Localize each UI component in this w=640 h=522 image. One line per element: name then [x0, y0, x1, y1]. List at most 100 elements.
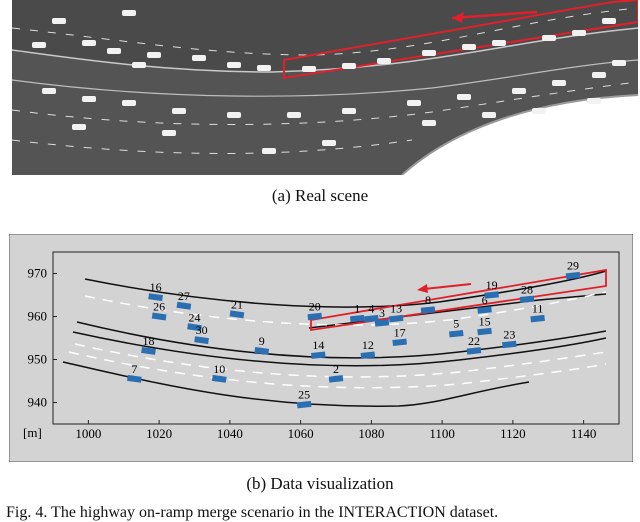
scene-car: [147, 52, 161, 58]
vehicle-marker: [388, 314, 404, 323]
scene-car: [457, 94, 471, 100]
vehicle-marker: [349, 314, 365, 323]
scene-car: [72, 124, 86, 130]
scene-car: [162, 130, 176, 136]
scene-car: [342, 108, 356, 114]
vehicle-id-label: 27: [178, 289, 190, 303]
scene-car: [132, 62, 146, 68]
road-boundary-median-top: [76, 321, 607, 359]
vehicle-id-label: 4: [368, 302, 374, 316]
caption-data-visualization: (b) Data visualization: [246, 474, 394, 493]
x-axis-unit-label: [m]: [23, 425, 42, 440]
vehicle-id-label: 12: [362, 338, 374, 352]
vehicle-marker: [374, 319, 390, 327]
x-tick-label: 1000: [75, 426, 101, 441]
road-boundary-top: [84, 270, 607, 308]
scene-car: [462, 44, 476, 50]
lane-line: [84, 291, 607, 326]
real-scene-aerial-image: [12, 0, 638, 175]
vehicle-marker: [194, 336, 209, 345]
x-tick-label: 1020: [146, 426, 172, 441]
vehicle-id-label: 23: [503, 327, 515, 341]
vehicle-id-label: 11: [532, 302, 544, 316]
vehicle-id-label: 10: [213, 362, 225, 376]
x-tick-label: 1120: [500, 426, 526, 441]
scene-car: [172, 108, 186, 114]
vehicle-id-label: 18: [143, 334, 155, 348]
scene-car: [82, 96, 96, 102]
vehicle-marker: [307, 312, 323, 321]
vehicle-id-label: 13: [390, 302, 402, 316]
scene-car: [122, 100, 136, 106]
scene-vehicles: [32, 10, 626, 154]
x-tick-label: 1140: [571, 426, 597, 441]
vehicle-id-label: 1: [354, 302, 360, 316]
scene-car: [257, 65, 271, 71]
vehicle-id-label: 16: [150, 280, 162, 294]
axis-ticks: 1000 1020 1040 1060 1080 1100 1120 114097096095…: [28, 266, 597, 442]
vehicle-id-label: 6: [482, 293, 488, 307]
lane-line: [68, 351, 607, 389]
vehicle-id-label: 26: [153, 300, 165, 314]
scene-car: [492, 40, 506, 46]
merge-region-highlight: [310, 268, 607, 332]
vehicle-marker: [296, 400, 312, 409]
vehicle-marker: [311, 351, 326, 359]
scene-car: [407, 100, 421, 106]
scene-car: [322, 140, 336, 146]
y-tick-label: 960: [28, 309, 48, 324]
x-tick-label: 1080: [358, 426, 384, 441]
vehicle-marker: [484, 291, 499, 299]
vehicle-id-label: 19: [486, 278, 498, 292]
vehicle-marker: [477, 327, 492, 336]
scene-car: [82, 40, 96, 46]
vehicle-id-label: 25: [298, 388, 310, 402]
vehicle-id-label: 8: [425, 293, 431, 307]
vehicle-marker: [477, 306, 492, 314]
scene-car: [227, 112, 241, 118]
scene-car: [602, 18, 616, 24]
vehicle-marker: [530, 314, 545, 323]
vehicle-id-label: 29: [567, 259, 579, 273]
vehicle-id-label: 24: [189, 310, 201, 324]
vehicle-id-label: 14: [312, 338, 324, 352]
road-boundary-median-bottom: [72, 331, 607, 367]
scene-car: [377, 58, 391, 64]
scene-car: [192, 55, 206, 61]
caption-real-scene: (a) Real scene: [271, 186, 369, 205]
scene-car: [592, 72, 606, 78]
direction-arrow-head: [417, 284, 428, 293]
scene-car: [342, 63, 356, 69]
vehicle-id-label: 3: [379, 306, 385, 320]
vehicle-marker: [211, 374, 227, 383]
vehicle-id-label: 20: [309, 300, 321, 314]
vehicle-id-label: 30: [196, 323, 208, 337]
scene-car: [422, 50, 436, 56]
vehicle-marker: [502, 340, 517, 349]
x-tick-label: 1100: [429, 426, 455, 441]
scene-car: [532, 108, 546, 114]
vehicle-marker: [151, 312, 167, 321]
y-tick-label: 950: [28, 352, 48, 367]
vehicle-marker: [448, 329, 464, 338]
scene-car: [302, 66, 316, 72]
vehicle-marker: [519, 295, 535, 304]
scene-car: [612, 60, 626, 66]
vehicle-marker: [148, 293, 163, 302]
y-tick-label: 940: [28, 395, 48, 410]
vehicle-id-label: 17: [394, 325, 406, 339]
vehicle-marker: [229, 310, 245, 319]
scene-car: [422, 120, 436, 126]
scene-car: [42, 88, 56, 94]
vehicle-id-label: 22: [468, 334, 480, 348]
vehicle-id-label: 15: [479, 315, 491, 329]
direction-arrow: [423, 283, 472, 290]
figure-caption: Fig. 4. The highway on-ramp merge scenar…: [6, 504, 499, 521]
vehicle-marker: [466, 347, 482, 355]
vehicle-marker: [187, 323, 202, 332]
scene-car: [542, 35, 556, 41]
x-tick-label: 1040: [217, 426, 243, 441]
vehicle-marker: [141, 346, 156, 355]
scene-car: [227, 62, 241, 68]
x-tick-label: 1060: [288, 426, 314, 441]
